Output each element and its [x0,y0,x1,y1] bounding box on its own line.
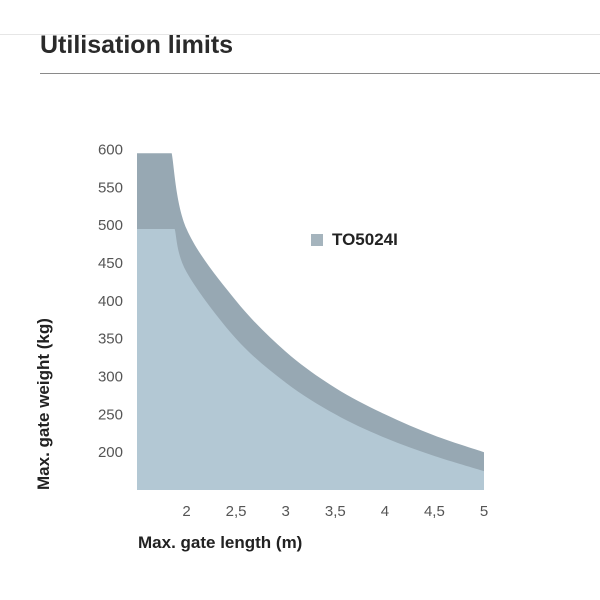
y-tick-label: 400 [98,293,123,310]
y-tick-label: 250 [98,406,123,423]
y-tick-label: 350 [98,331,123,348]
x-tick-label: 5 [480,503,488,520]
chart-areas [137,153,484,491]
title-underline [40,73,600,74]
y-tick-label: 300 [98,369,123,386]
x-tick-label: 4 [381,503,389,520]
x-tick-label: 3 [282,503,290,520]
x-tick-label: 3,5 [325,503,346,520]
legend: TO5024I [311,230,398,249]
y-axis-title: Max. gate weight (kg) [34,318,53,490]
x-tick-label: 4,5 [424,503,445,520]
x-axis-title: Max. gate length (m) [138,533,302,552]
legend-label: TO5024I [332,230,398,249]
y-tick-label: 200 [98,444,123,461]
area-series-2 [137,229,484,490]
y-tick-label: 450 [98,255,123,272]
x-axis-ticks: 2 2,5 3 3,5 4 4,5 5 [182,503,488,520]
top-divider [0,34,600,35]
x-tick-label: 2,5 [226,503,247,520]
y-axis-ticks: 200 250 300 350 400 450 500 550 600 [98,142,123,462]
x-tick-label: 2 [182,503,190,520]
y-tick-label: 600 [98,142,123,159]
page-title: Utilisation limits [40,31,234,59]
y-tick-label: 550 [98,179,123,196]
legend-swatch [311,234,323,246]
y-tick-label: 500 [98,217,123,234]
